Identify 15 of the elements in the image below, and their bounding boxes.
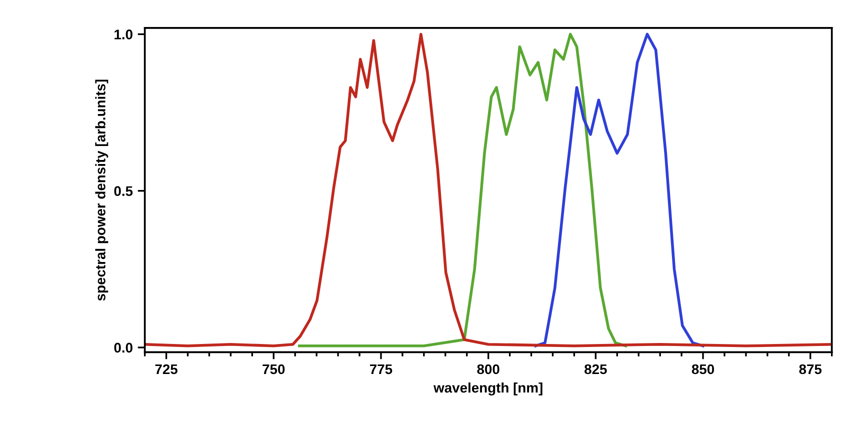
x-tick-label: 800 — [477, 364, 500, 374]
x-axis-title: wavelength [nm] — [433, 382, 542, 396]
y-tick-label: 0.0 — [114, 342, 132, 353]
x-tick-label: 750 — [262, 364, 285, 374]
x-tick-label: 775 — [370, 364, 392, 374]
y-tick-label: 1.0 — [114, 30, 132, 40]
x-tick-label: 725 — [155, 364, 178, 374]
line-series — [298, 32, 628, 348]
x-tick-label: 850 — [692, 364, 714, 374]
line-series — [144, 32, 832, 348]
y-tick-label: 0.5 — [114, 186, 133, 196]
y-axis-title: spectral power density [arb.units] — [95, 80, 108, 301]
x-tick-label: 825 — [584, 364, 607, 374]
x-tick-label: 875 — [799, 364, 822, 374]
line-series — [534, 32, 704, 348]
